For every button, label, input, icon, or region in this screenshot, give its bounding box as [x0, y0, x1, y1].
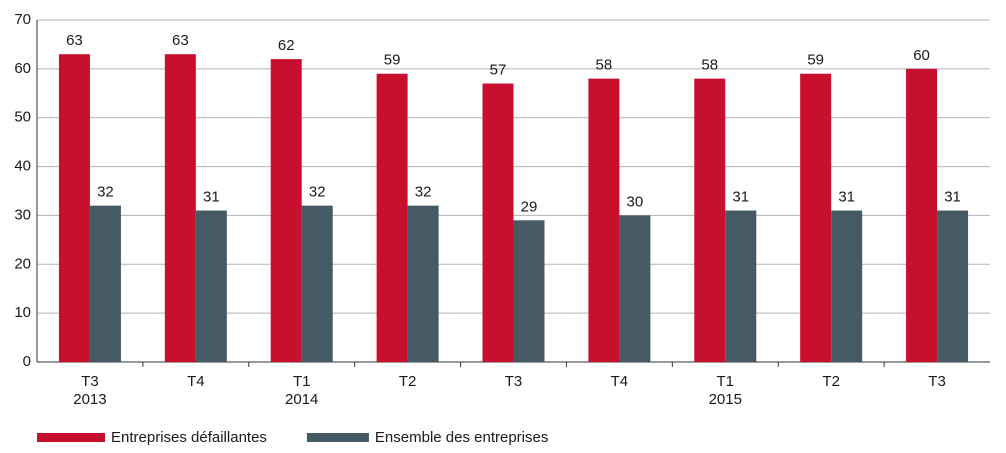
bar	[588, 78, 620, 362]
bar	[164, 54, 196, 362]
y-tick-label: 40	[14, 158, 31, 175]
x-tick-label: T2	[399, 373, 417, 390]
bar	[89, 205, 121, 362]
data-label: 59	[384, 52, 401, 69]
data-label: 58	[701, 57, 718, 74]
data-label: 32	[309, 184, 326, 201]
data-label: 31	[838, 189, 855, 206]
bar	[800, 73, 832, 362]
bar	[482, 83, 514, 362]
legend-swatch	[37, 433, 105, 442]
bar	[694, 78, 726, 362]
x-tick-label: T4	[187, 373, 205, 390]
data-label: 31	[944, 189, 961, 206]
bar	[937, 210, 969, 362]
bar	[725, 210, 757, 362]
legend-label: Entreprises défaillantes	[111, 429, 267, 446]
bar	[906, 68, 938, 362]
x-tick-label: T3	[928, 373, 946, 390]
data-label: 62	[278, 37, 295, 54]
data-label: 59	[807, 52, 824, 69]
bar	[831, 210, 863, 362]
data-label: 32	[97, 184, 114, 201]
y-tick-label: 10	[14, 304, 31, 321]
bar	[195, 210, 227, 362]
data-label: 31	[203, 189, 220, 206]
x-tick-label: T3	[81, 373, 99, 390]
x-tick-label: T3	[505, 373, 523, 390]
x-tick-label: T2	[822, 373, 840, 390]
y-tick-label: 30	[14, 206, 31, 223]
data-label: 63	[172, 32, 189, 49]
x-tick-label: T4	[611, 373, 629, 390]
bar	[407, 205, 439, 362]
y-tick-label: 70	[14, 11, 31, 28]
bar	[301, 205, 333, 362]
data-label: 63	[66, 32, 83, 49]
bar	[376, 73, 408, 362]
data-label: 29	[521, 198, 538, 215]
legend-label: Ensemble des entreprises	[375, 429, 548, 446]
bar	[619, 215, 651, 362]
y-tick-label: 50	[14, 109, 31, 126]
data-label: 58	[596, 57, 613, 74]
bar	[270, 59, 302, 362]
bar	[513, 220, 545, 362]
data-label: 30	[627, 193, 644, 210]
y-tick-label: 0	[23, 353, 31, 370]
x-sublabel: 2013	[73, 391, 106, 408]
y-tick-label: 60	[14, 60, 31, 77]
x-sublabel: 2015	[709, 391, 742, 408]
bar	[58, 54, 90, 362]
data-label: 32	[415, 184, 432, 201]
y-tick-label: 20	[14, 255, 31, 272]
data-label: 31	[732, 189, 749, 206]
x-tick-label: T1	[293, 373, 311, 390]
data-label: 60	[913, 47, 930, 64]
x-tick-label: T1	[717, 373, 735, 390]
x-sublabel: 2014	[285, 391, 318, 408]
data-label: 57	[490, 61, 507, 78]
legend-swatch	[306, 433, 369, 442]
